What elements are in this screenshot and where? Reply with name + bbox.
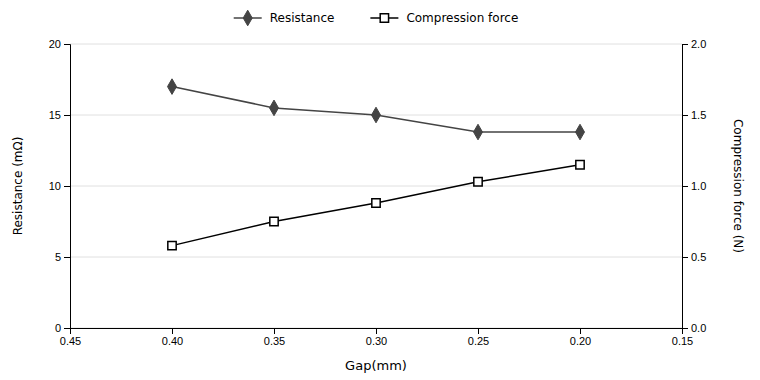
series [168,79,585,140]
y-axis-tick-label: 0 [55,322,61,334]
y2-axis-tick-line [682,186,688,187]
y2-axis-tick-label: 0.0 [691,322,706,334]
y2-axis-tick-label: 2.0 [691,38,706,50]
y-axis-tick: 15 [49,109,70,121]
series-point [270,100,279,116]
y2-axis-tick-line [682,115,688,116]
series-point [474,178,482,186]
grid-line [70,186,682,187]
y-axis-tick: 20 [49,38,70,50]
marks [168,79,585,250]
x-axis-tick-label: 0.30 [366,335,387,347]
x-axis-tick: 0.30 [366,328,387,347]
y2-axis-tick-line [682,257,688,258]
legend-swatch-marker [243,10,252,26]
y2-axis: 0.0 0.5 1.0 1.5 2.0 [682,38,706,334]
x-axis-tick-line [172,328,173,334]
x-axis-tick-line [580,328,581,334]
legend-swatch-marker [380,14,388,22]
y-axis-title: Resistance (mΩ) [11,137,25,236]
series-point [576,161,584,169]
y-axis-tick-label: 20 [49,38,61,50]
y-axis-tick-label: 10 [49,180,61,192]
y2-axis-tick: 1.0 [682,180,706,192]
x-axis-tick-line [478,328,479,334]
y-axis-tick: 0 [55,322,70,334]
y-axis-tick-line [64,115,70,116]
legend: Resistance Compression force [234,10,519,26]
x-axis-tick-label: 0.15 [672,335,693,347]
x-axis-tick-line [376,328,377,334]
y-axis-tick-label: 15 [49,109,61,121]
x-axis: 0.45 0.40 0.35 0.30 0.25 0.20 0.15 [60,328,693,347]
y2-axis-tick: 2.0 [682,38,706,50]
x-axis-tick: 0.25 [468,328,489,347]
series-point [372,107,381,123]
x-axis-tick-label: 0.45 [60,335,81,347]
series-line [172,87,580,132]
grid [70,44,682,328]
x-axis-tick: 0.20 [570,328,591,347]
x-axis-tick-label: 0.40 [162,335,183,347]
legend-label: Compression force [406,11,518,25]
x-axis-domain [71,329,683,335]
y2-axis-tick-label: 1.5 [691,109,706,121]
legend-item: Resistance [234,10,335,26]
series-point [168,241,176,249]
plot-area: 0.450.400.350.300.250.200.15051015200.00… [11,38,745,373]
series-point [474,124,483,140]
x-axis-title: Gap(mm) [345,358,407,373]
x-axis-tick: 0.15 [672,328,693,347]
x-axis-tick-label: 0.20 [570,335,591,347]
y2-axis-tick: 1.5 [682,109,706,121]
series-point [270,217,278,225]
series [168,161,584,250]
y2-axis-domain [683,45,689,329]
x-axis-tick: 0.45 [60,328,81,347]
x-axis-tick-label: 0.25 [468,335,489,347]
y2-axis-tick: 0.0 [682,322,706,334]
legend-label: Resistance [270,11,335,25]
legend-item: Compression force [370,11,518,25]
grid-line [70,257,682,258]
y2-axis-tick: 0.5 [682,251,706,263]
y2-axis-tick-line [682,328,688,329]
y2-axis-tick-line [682,44,688,45]
grid-line [70,44,682,45]
series-line [172,165,580,246]
y-axis-tick: 10 [49,180,70,192]
y2-axis-tick-label: 0.5 [691,251,706,263]
chart: 0.450.400.350.300.250.200.15051015200.00… [0,0,760,380]
y-axis-tick-line [64,328,70,329]
y-axis-tick-line [64,257,70,258]
series-point [168,79,177,95]
x-axis-tick: 0.35 [264,328,285,347]
y-axis-tick-line [64,186,70,187]
x-axis-tick: 0.40 [162,328,183,347]
series-point [576,124,585,140]
y-axis: 0 5 10 15 20 [49,38,71,334]
series-point [372,199,380,207]
y2-axis-tick-label: 1.0 [691,180,706,192]
x-axis-tick-line [274,328,275,334]
y-axis-tick-label: 5 [55,251,61,263]
y-axis-tick: 5 [55,251,70,263]
y-axis-tick-line [64,44,70,45]
y2-axis-title: Compression force (N) [731,119,745,253]
y-axis-domain [64,45,71,329]
x-axis-tick-label: 0.35 [264,335,285,347]
